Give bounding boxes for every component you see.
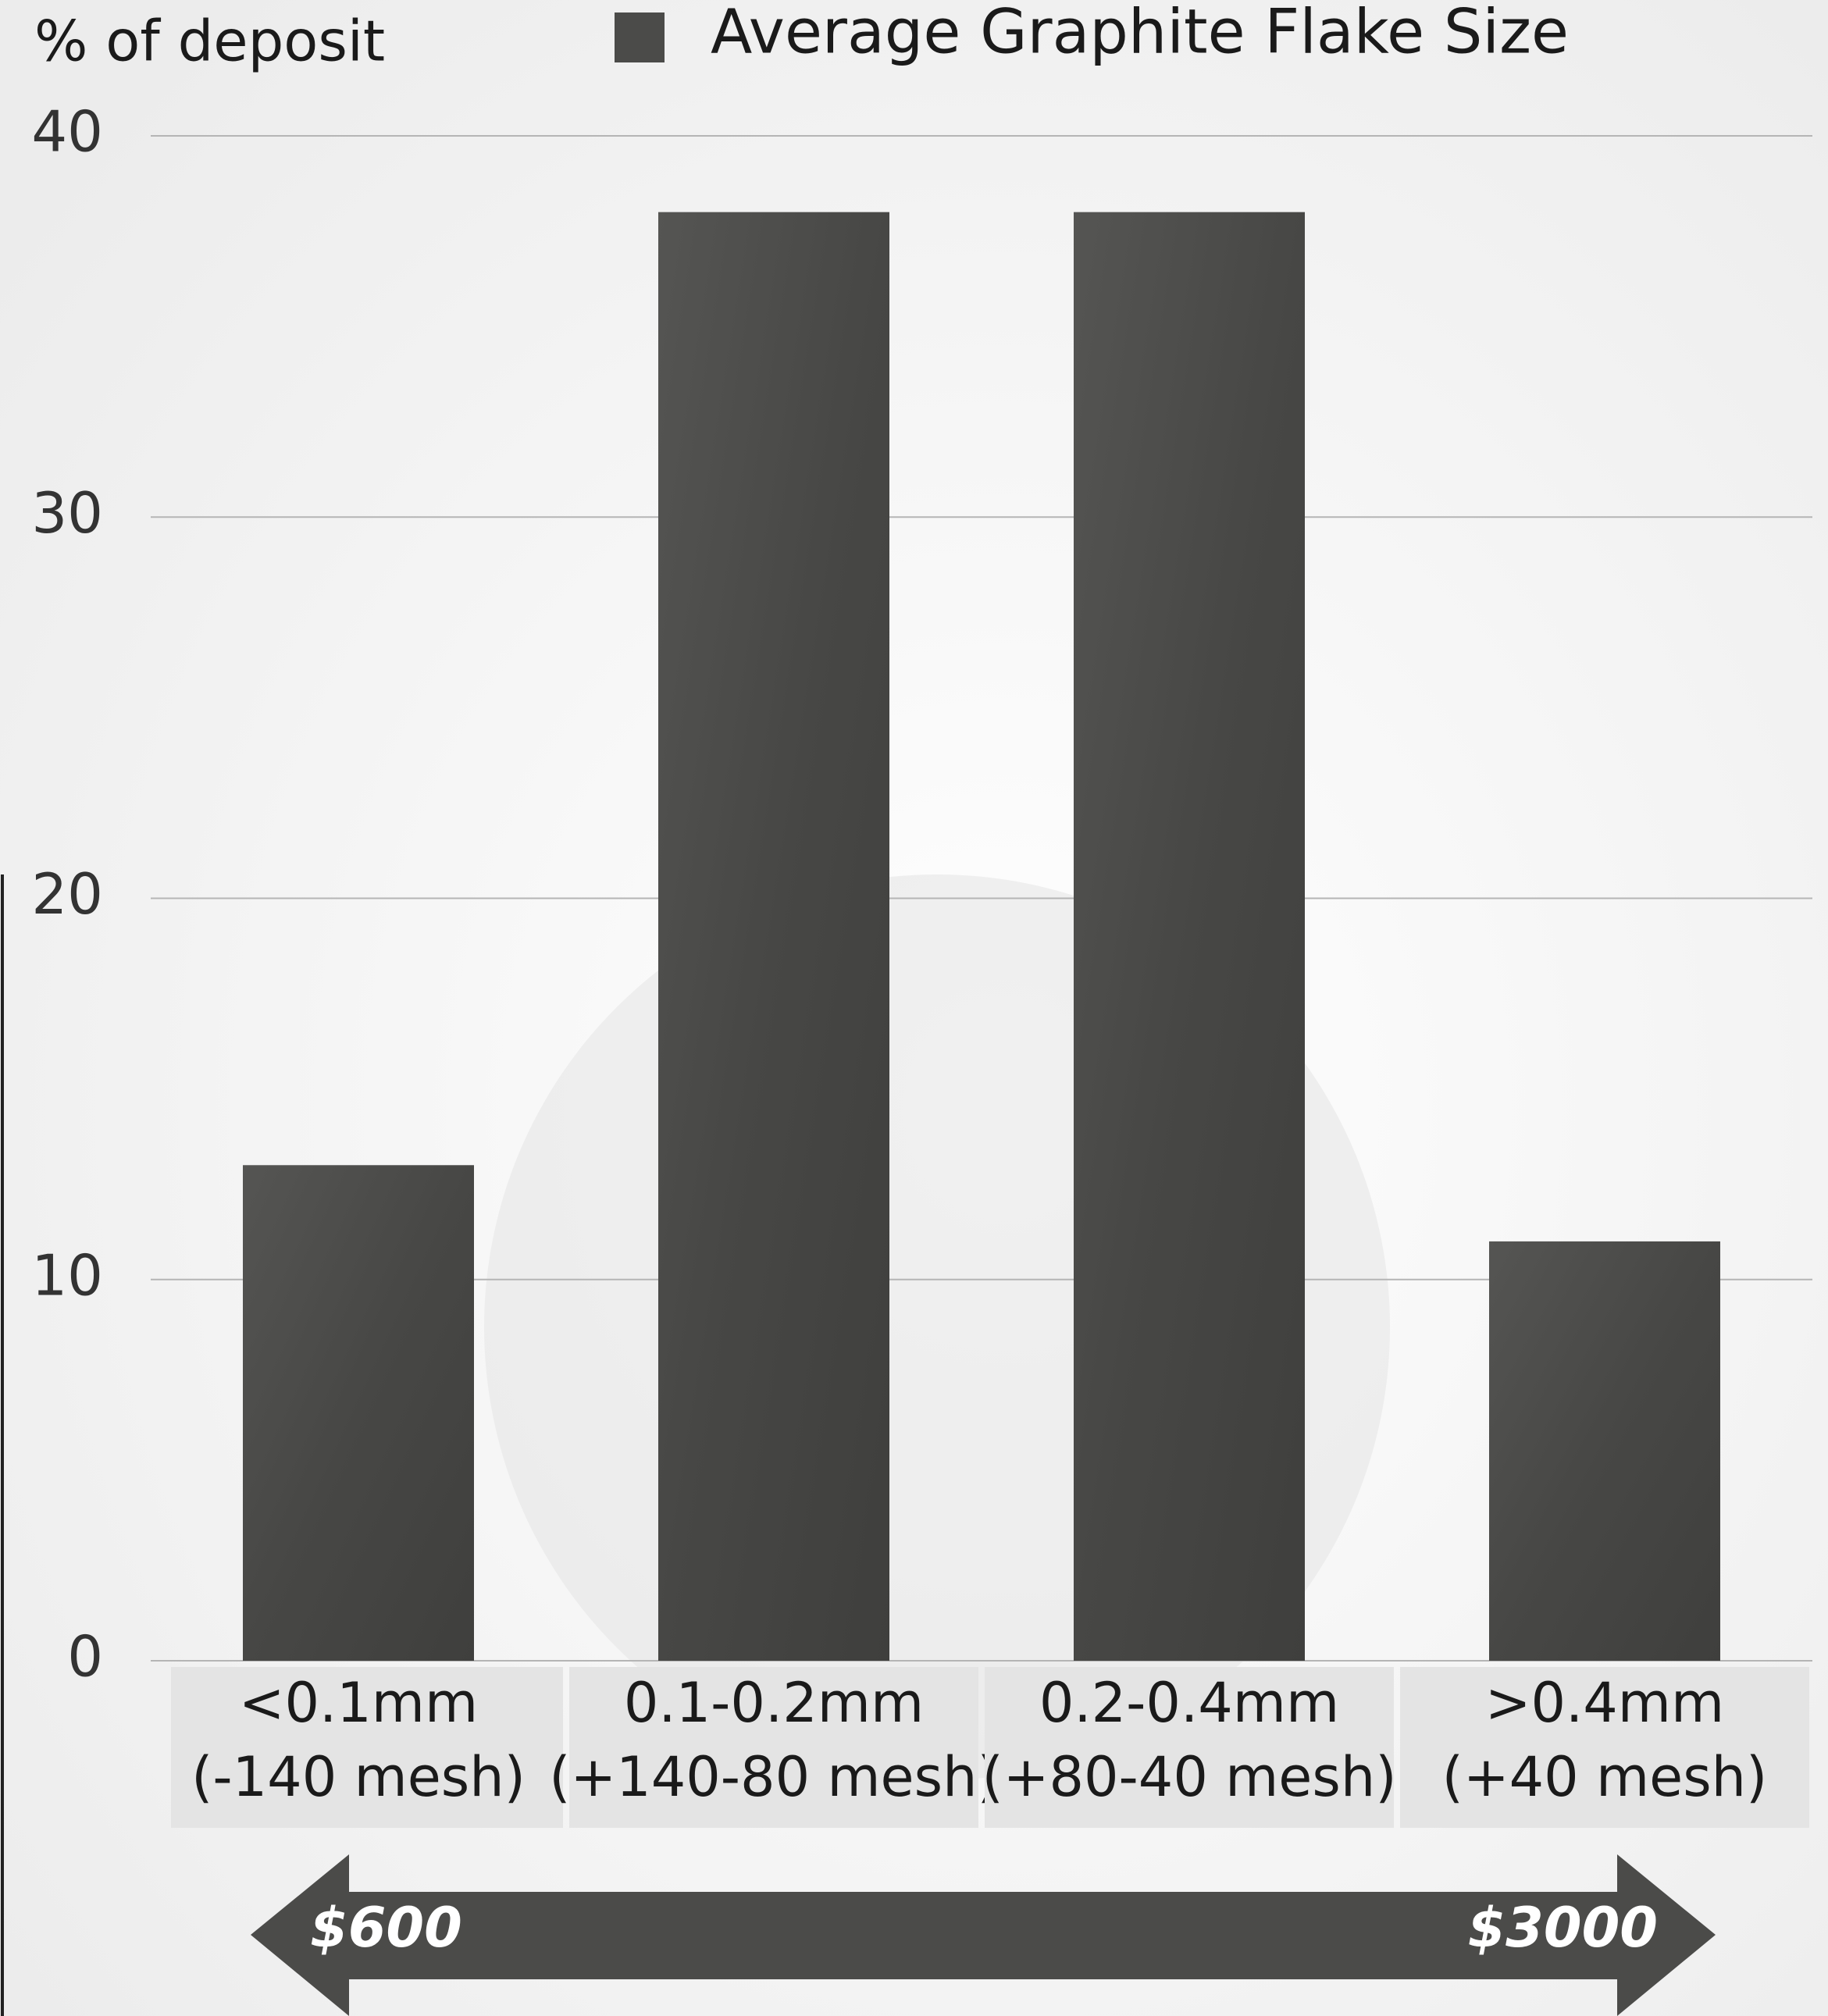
y-tick-label: 30 — [31, 480, 103, 546]
y-tick-label: 20 — [31, 861, 103, 927]
arrow-shape — [251, 1854, 1716, 2016]
legend-swatch — [615, 12, 665, 62]
x-tick-label: 0.1-0.2mm — [624, 1671, 924, 1735]
category-box — [1400, 1667, 1809, 1828]
x-tick-label: >0.4mm — [1485, 1671, 1724, 1735]
bar — [243, 1165, 474, 1661]
arrow-label-high: $3000 — [1467, 1896, 1658, 1960]
legend-label: Average Graphite Flake Size — [711, 0, 1569, 67]
x-tick-label: 0.2-0.4mm — [1039, 1671, 1339, 1735]
y-axis-title: % of deposit — [34, 9, 385, 74]
y-tick-label: 40 — [31, 99, 103, 165]
x-tick-label: <0.1mm — [239, 1671, 478, 1735]
x-tick-label: (-140 mesh) — [191, 1745, 526, 1809]
category-box — [985, 1667, 1394, 1828]
y-tick-label: 0 — [67, 1624, 103, 1690]
x-tick-label: (+80-40 mesh) — [982, 1745, 1396, 1809]
price-arrow: $600 $3000 — [251, 1854, 1716, 2016]
bar — [1489, 1241, 1720, 1661]
bar — [658, 212, 889, 1661]
category-box — [171, 1667, 563, 1828]
y-tick-label: 10 — [31, 1242, 103, 1308]
arrow-label-low: $600 — [310, 1896, 462, 1960]
category-box — [569, 1667, 978, 1828]
x-tick-label: (+40 mesh) — [1442, 1745, 1768, 1809]
x-tick-label: (+140-80 mesh) — [549, 1745, 999, 1809]
bar — [1074, 212, 1305, 1661]
